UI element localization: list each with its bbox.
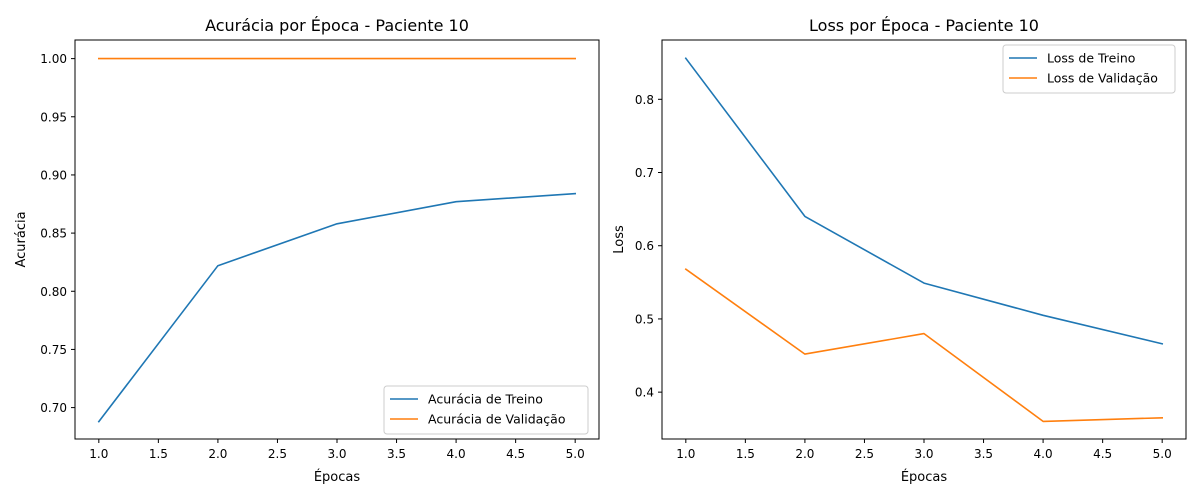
x-tick-label: 2.0 bbox=[208, 447, 227, 461]
chart-title: Loss por Época - Paciente 10 bbox=[809, 16, 1039, 35]
y-tick-label: 0.6 bbox=[635, 239, 654, 253]
y-tick-label: 0.80 bbox=[40, 285, 67, 299]
x-axis-label: Épocas bbox=[901, 469, 948, 485]
series-line-1 bbox=[684, 57, 1164, 345]
x-tick-label: 3.5 bbox=[387, 447, 406, 461]
x-tick-label: 2.0 bbox=[795, 447, 814, 461]
chart-title: Acurácia por Época - Paciente 10 bbox=[205, 16, 469, 35]
y-axis-label: Loss bbox=[612, 225, 627, 254]
x-tick-label: 1.5 bbox=[736, 447, 755, 461]
legend: Acurácia de Treino Acurácia de Validação bbox=[383, 385, 589, 435]
y-tick-label: 0.4 bbox=[635, 386, 654, 400]
x-tick-label: 4.5 bbox=[506, 447, 525, 461]
y-tick-label: 1.00 bbox=[40, 52, 67, 66]
plot-area-frame bbox=[661, 39, 1187, 440]
x-tick-label: 4.0 bbox=[1034, 447, 1053, 461]
x-tick-label: 1.0 bbox=[89, 447, 108, 461]
y-tick-label: 0.85 bbox=[40, 227, 67, 241]
chart-panel-2: Loss por Época - Paciente 10 1.0 1.5 2.0 2.5… bbox=[612, 16, 1187, 485]
y-tick-label: 0.75 bbox=[40, 343, 67, 357]
y-tick-label: 0.95 bbox=[40, 110, 67, 124]
x-tick-label: 2.5 bbox=[855, 447, 874, 461]
chart-panel-1: Acurácia por Época - Paciente 10 1.0 1.5 2.… bbox=[14, 16, 600, 485]
x-tick-label: 4.0 bbox=[447, 447, 466, 461]
legend-label: Loss de Validação bbox=[1047, 71, 1158, 86]
y-tick-label: 0.70 bbox=[40, 401, 67, 415]
x-tick-label: 3.5 bbox=[974, 447, 993, 461]
y-tick-label: 0.8 bbox=[635, 93, 654, 107]
x-tick-label: 1.5 bbox=[149, 447, 168, 461]
x-tick-label: 5.0 bbox=[566, 447, 585, 461]
x-tick-label: 3.0 bbox=[327, 447, 346, 461]
x-tick-label: 3.0 bbox=[914, 447, 933, 461]
legend-label: Loss de Treino bbox=[1047, 51, 1135, 66]
x-axis-label: Épocas bbox=[314, 469, 361, 485]
x-tick-label: 2.5 bbox=[268, 447, 287, 461]
x-tick-label: 5.0 bbox=[1153, 447, 1172, 461]
legend: Loss de Treino Loss de Validação bbox=[1002, 44, 1176, 94]
legend-label: Acurácia de Treino bbox=[428, 392, 543, 407]
y-tick-label: 0.5 bbox=[635, 312, 654, 326]
plot-area-frame bbox=[74, 39, 600, 440]
y-axis-label: Acurácia bbox=[14, 211, 29, 267]
legend-box bbox=[1002, 44, 1176, 94]
y-tick-label: 0.90 bbox=[40, 168, 67, 182]
x-tick-label: 4.5 bbox=[1093, 447, 1112, 461]
legend-label: Acurácia de Validação bbox=[428, 412, 565, 427]
x-tick-label: 1.0 bbox=[676, 447, 695, 461]
legend-box bbox=[383, 385, 589, 435]
y-tick-label: 0.7 bbox=[635, 166, 654, 180]
series-line-2 bbox=[684, 268, 1164, 423]
